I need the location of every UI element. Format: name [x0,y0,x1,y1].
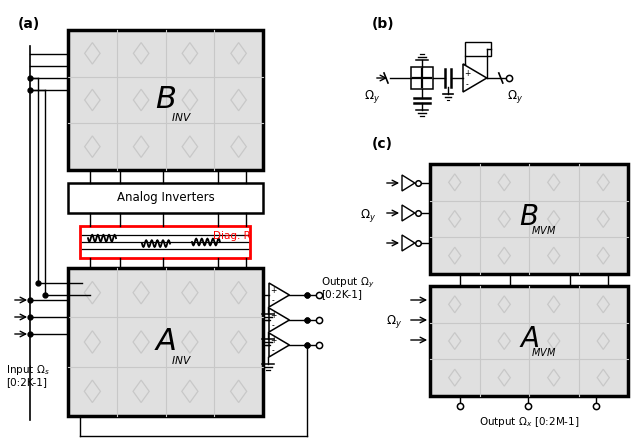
Text: $\mathit{B}$: $\mathit{B}$ [519,203,539,231]
Text: (b): (b) [372,17,395,31]
Bar [80,226,250,258]
Text: (a): (a) [18,17,40,31]
Text: Analog Inverters: Analog Inverters [116,191,214,204]
Text: $\Omega_y$: $\Omega_y$ [507,88,523,105]
Text: -: - [466,80,468,89]
Text: $_{INV}$: $_{INV}$ [171,352,192,367]
Text: $_{MVM}$: $_{MVM}$ [531,223,557,237]
Text: -: - [271,321,275,330]
Bar [430,286,628,396]
Text: $\mathit{A}$: $\mathit{A}$ [518,325,540,353]
Bar [465,42,491,56]
Text: [0:2K-1]: [0:2K-1] [6,377,47,387]
Text: +: + [270,286,276,295]
Text: Input $\Omega_s$: Input $\Omega_s$ [6,363,50,377]
Text: +: + [270,311,276,320]
Bar [68,30,263,170]
Bar [411,67,433,89]
Text: [0:2K-1]: [0:2K-1] [321,289,362,299]
Text: -: - [271,296,275,305]
Text: $\Omega_y$: $\Omega_y$ [364,88,380,105]
Text: Diag. R: Diag. R [213,231,251,241]
Text: +: + [464,68,470,78]
Text: (c): (c) [372,137,393,151]
Text: +: + [270,336,276,345]
Text: $_{INV}$: $_{INV}$ [171,110,192,124]
Text: $\mathit{B}$: $\mathit{B}$ [155,85,176,114]
Text: -: - [271,346,275,355]
Bar [68,183,263,213]
Text: Output $\Omega_y$: Output $\Omega_y$ [321,276,375,290]
Text: $\Omega_y$: $\Omega_y$ [360,207,376,224]
Bar [68,268,263,416]
Text: $_{MVM}$: $_{MVM}$ [531,345,557,359]
Bar [430,164,628,274]
Text: $\Omega_y$: $\Omega_y$ [386,313,402,330]
Text: $\mathit{A}$: $\mathit{A}$ [154,328,177,357]
Text: Output $\Omega_x$ [0:2M-1]: Output $\Omega_x$ [0:2M-1] [479,415,579,429]
